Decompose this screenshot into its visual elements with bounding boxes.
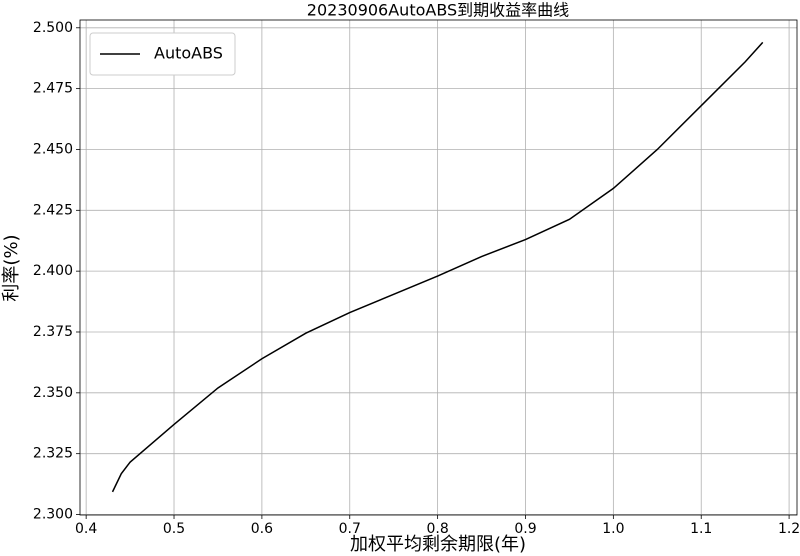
x-tick-label: 0.4	[75, 521, 97, 537]
y-axis-label: 利率(%)	[1, 234, 22, 301]
legend-label: AutoABS	[154, 44, 223, 63]
y-tick-label: 2.325	[33, 446, 73, 462]
y-tick-label: 2.300	[33, 507, 73, 523]
y-tick-label: 2.425	[33, 202, 73, 218]
y-tick-label: 2.475	[33, 81, 73, 97]
x-tick-label: 0.8	[426, 521, 448, 537]
x-axis-label: 加权平均剩余期限(年)	[350, 534, 526, 555]
x-tick-label: 1.1	[690, 521, 712, 537]
y-tick-label: 2.500	[33, 20, 73, 36]
x-tick-label: 0.6	[251, 521, 273, 537]
data-line	[111, 41, 764, 493]
chart-title: 20230906AutoABS到期收益率曲线	[307, 1, 569, 20]
y-tick-label: 2.400	[33, 263, 73, 279]
x-tick-label: 0.7	[339, 521, 361, 537]
y-tick-label: 2.450	[33, 141, 73, 157]
x-tick-label: 1.2	[778, 521, 800, 537]
x-tick-label: 0.9	[514, 521, 536, 537]
y-tick-label: 2.350	[33, 385, 73, 401]
x-tick-label: 1.0	[602, 521, 624, 537]
plot-frame	[79, 19, 798, 516]
y-tick-label: 2.375	[33, 324, 73, 340]
x-tick-label: 0.5	[163, 521, 185, 537]
legend-box	[89, 32, 236, 76]
